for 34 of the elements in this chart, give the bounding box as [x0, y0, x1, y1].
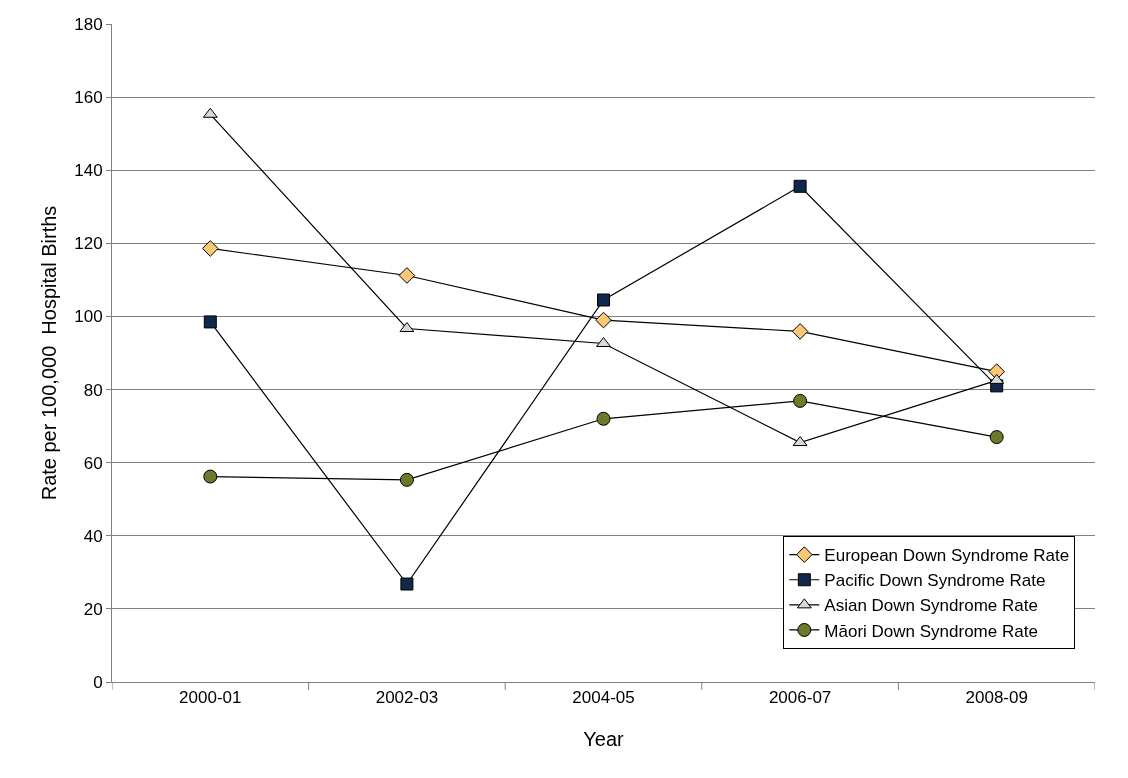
x-tick-label: 2002-03 [375, 688, 439, 708]
legend-label: Māori Down Syndrome Rate [824, 621, 1038, 641]
x-axis-title: Year [583, 727, 625, 750]
point [202, 240, 219, 257]
y-axis-title: Rate per 100,000 Hospital Births [37, 205, 60, 501]
point [398, 267, 416, 284]
point [793, 179, 807, 193]
x-tick-label: 2008-09 [965, 688, 1028, 708]
point [203, 469, 218, 484]
point [793, 393, 808, 408]
point [989, 430, 1004, 445]
point [597, 293, 610, 307]
y-tick-label: 20 [83, 599, 103, 619]
x-tick-label: 2000-01 [179, 688, 242, 708]
legend-label: European Down Syndrome Rate [824, 546, 1070, 566]
x-tick-label: 2004-05 [572, 688, 635, 708]
point [595, 311, 612, 329]
y-tick-label: 0 [93, 672, 103, 692]
point [203, 315, 217, 329]
y-tick-label: 160 [74, 88, 103, 108]
y-tick-label: 40 [83, 526, 103, 546]
y-tick-label: 180 [74, 14, 103, 34]
y-tick-label: 120 [74, 234, 103, 254]
point [596, 411, 611, 426]
point [791, 323, 809, 340]
legend-label: Asian Down Syndrome Rate [824, 596, 1038, 616]
y-tick-label: 80 [83, 380, 103, 400]
point [399, 472, 414, 487]
y-tick-label: 140 [74, 161, 103, 181]
y-tick-label: 60 [83, 453, 103, 473]
x-tick-label: 2006-07 [768, 688, 832, 708]
point [400, 577, 414, 591]
y-tick-label: 100 [74, 307, 103, 327]
legend-label: Pacific Down Syndrome Rate [824, 571, 1046, 591]
